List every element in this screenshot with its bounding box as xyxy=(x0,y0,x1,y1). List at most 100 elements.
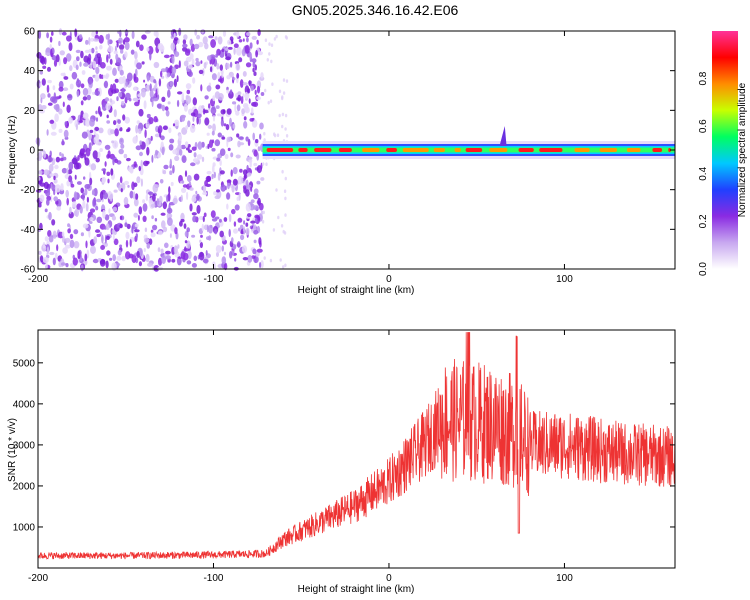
noise-cell xyxy=(157,152,162,159)
noise-cell xyxy=(235,110,240,116)
noise-cell xyxy=(285,79,289,83)
noise-cell xyxy=(95,157,100,163)
noise-cell xyxy=(146,146,150,156)
noise-cell xyxy=(153,85,156,92)
noise-cell xyxy=(58,80,64,89)
noise-cell xyxy=(39,182,46,187)
noise-cell xyxy=(53,59,58,67)
x-tick-label: 0 xyxy=(386,274,392,285)
y-tick-label: 40 xyxy=(24,66,36,77)
noise-cell xyxy=(82,200,86,209)
noise-cell xyxy=(39,70,43,75)
noise-cell xyxy=(178,27,182,36)
noise-cell xyxy=(60,183,64,192)
noise-cell xyxy=(76,90,80,98)
noise-cell xyxy=(231,208,236,215)
signal-core xyxy=(298,148,308,152)
noise-cell xyxy=(249,160,252,168)
noise-cell xyxy=(269,99,273,103)
signal-core xyxy=(386,148,397,152)
noise-cell xyxy=(167,89,171,98)
noise-cell xyxy=(107,150,111,159)
noise-cell xyxy=(71,157,78,165)
noise-cell xyxy=(219,159,222,166)
noise-cell xyxy=(206,85,212,92)
noise-cell xyxy=(67,169,73,175)
signal-core xyxy=(454,148,461,152)
colorbar: 0.0 0.2 0.4 0.6 0.8 Normalized spectral ampl… xyxy=(698,31,748,276)
noise-cell xyxy=(90,245,96,254)
noise-cell xyxy=(207,124,213,129)
noise-cell xyxy=(111,140,115,144)
noise-cell xyxy=(246,37,249,43)
noise-cell xyxy=(226,108,232,115)
noise-cell xyxy=(193,43,200,50)
noise-cell xyxy=(265,162,268,166)
chart-title: GN05.2025.346.16.42.E06 xyxy=(291,2,459,18)
noise-cell xyxy=(86,196,89,203)
signal-core xyxy=(574,148,590,152)
noise-cell xyxy=(118,148,124,155)
noise-cell xyxy=(240,234,245,241)
noise-cell xyxy=(139,140,143,146)
noise-cell xyxy=(247,255,253,263)
noise-cell xyxy=(240,96,244,104)
y-tick-label: 4000 xyxy=(13,399,36,410)
noise-cell xyxy=(176,99,180,108)
noise-cell xyxy=(83,62,89,67)
noise-cell xyxy=(136,250,140,259)
noise-cell xyxy=(282,265,285,269)
noise-cell xyxy=(211,73,217,81)
noise-cell xyxy=(196,116,199,125)
noise-cell xyxy=(154,217,158,222)
noise-cell xyxy=(111,229,116,235)
noise-cell xyxy=(109,98,113,103)
noise-cell xyxy=(171,258,176,263)
noise-cell xyxy=(214,36,218,41)
noise-cell xyxy=(186,260,192,265)
noise-cell xyxy=(112,206,118,212)
noise-cell xyxy=(183,248,190,252)
noise-cell xyxy=(87,76,93,85)
snr-frame xyxy=(37,329,676,569)
noise-cell xyxy=(198,69,204,75)
noise-cell xyxy=(134,229,140,233)
noise-cell xyxy=(99,191,104,201)
noise-cell xyxy=(237,175,243,185)
noise-cell xyxy=(80,232,84,237)
noise-cell xyxy=(68,42,73,52)
noise-cell xyxy=(102,74,106,79)
noise-cell xyxy=(152,193,156,202)
noise-cell xyxy=(161,146,165,156)
noise-cell xyxy=(202,184,207,193)
noise-cell xyxy=(104,161,107,167)
noise-cell xyxy=(46,32,49,39)
noise-cell xyxy=(107,178,110,184)
noise-cell xyxy=(197,113,202,119)
y-tick-label: 3000 xyxy=(13,440,36,451)
noise-cell xyxy=(178,133,183,142)
noise-cell xyxy=(158,257,162,266)
noise-cell xyxy=(253,149,258,157)
noise-cell xyxy=(38,202,42,208)
noise-cell xyxy=(186,227,190,233)
noise-cell xyxy=(188,181,192,187)
noise-cell xyxy=(228,213,232,223)
noise-cell xyxy=(89,118,95,127)
noise-cell xyxy=(88,133,92,141)
noise-cell xyxy=(61,153,64,159)
noise-cell xyxy=(209,139,213,148)
noise-cell xyxy=(260,177,265,181)
noise-cell xyxy=(110,129,115,135)
noise-cell xyxy=(191,146,197,151)
noise-cell xyxy=(236,196,240,201)
noise-cell xyxy=(216,63,220,70)
noise-cell xyxy=(221,245,224,252)
noise-cell xyxy=(139,151,143,157)
noise-cell xyxy=(227,46,233,50)
noise-cell xyxy=(194,141,198,149)
noise-cell xyxy=(193,255,198,262)
noise-cell xyxy=(60,262,66,266)
noise-cell xyxy=(143,79,146,83)
noise-cell xyxy=(173,78,177,88)
